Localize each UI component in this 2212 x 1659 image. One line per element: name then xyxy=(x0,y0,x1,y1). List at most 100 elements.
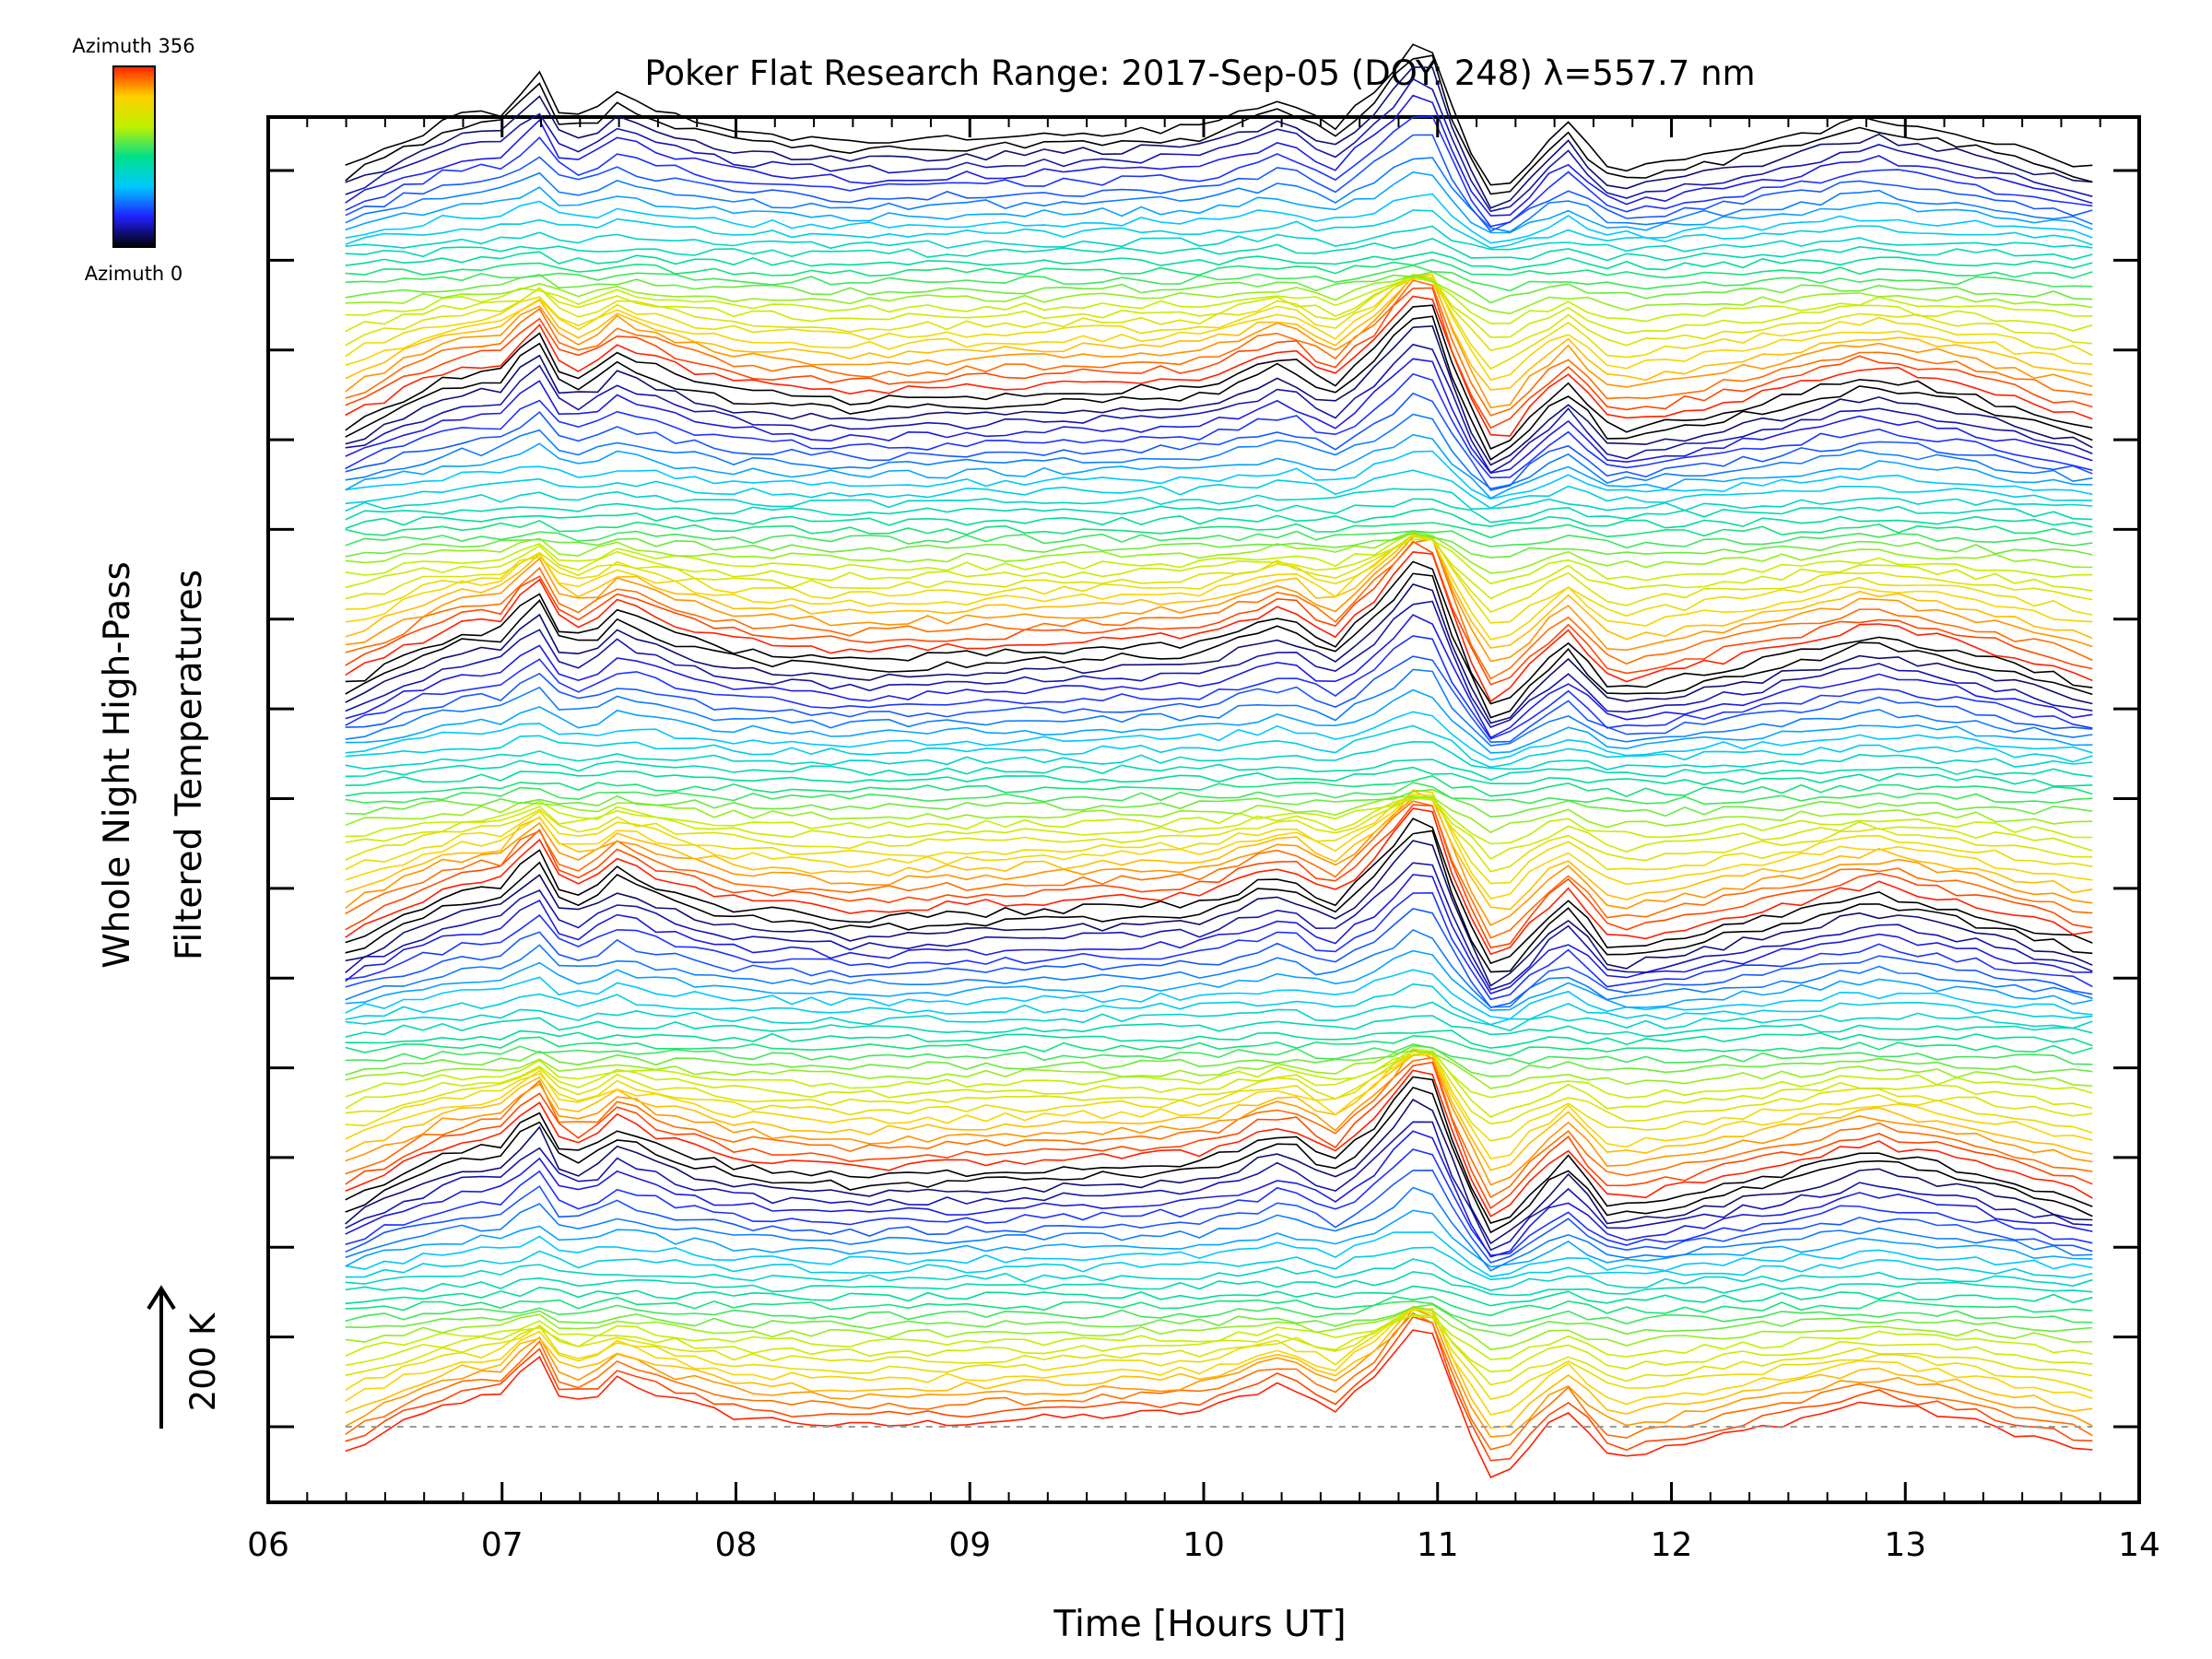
series-line xyxy=(345,1315,2093,1462)
series-line xyxy=(345,433,2093,500)
series-line xyxy=(345,789,2093,900)
series-line xyxy=(345,774,2093,797)
series-line xyxy=(345,1015,2093,1038)
series-line xyxy=(345,635,2093,740)
series-line xyxy=(345,1313,2093,1360)
series-line xyxy=(345,891,2093,1001)
series-line xyxy=(345,1035,2093,1057)
series-line xyxy=(345,572,2093,719)
series-line xyxy=(345,193,2093,244)
series-line xyxy=(345,797,2093,845)
series-line xyxy=(345,1047,2093,1186)
series-line xyxy=(345,1169,2093,1264)
series-line xyxy=(345,807,2093,956)
series-line xyxy=(345,908,2093,1008)
series-line xyxy=(345,315,2093,461)
series-line xyxy=(345,711,2093,761)
series-line xyxy=(345,1271,2093,1297)
series-line xyxy=(345,535,2093,663)
series-line xyxy=(345,535,2093,641)
series-line xyxy=(345,1130,2093,1258)
x-tick-label: 10 xyxy=(1182,1526,1225,1564)
series-line xyxy=(345,1076,2093,1224)
x-tick-label: 13 xyxy=(1884,1526,1926,1564)
series-line xyxy=(345,874,2093,994)
series-line xyxy=(345,392,2093,491)
series-line xyxy=(345,157,2093,233)
series-line xyxy=(345,655,2093,744)
scale-label: 200 K xyxy=(183,1312,223,1411)
series-line xyxy=(345,276,2093,324)
series-line xyxy=(345,274,2093,315)
series-line xyxy=(345,271,2093,304)
series-line xyxy=(345,530,2093,549)
x-tick-label: 12 xyxy=(1651,1526,1693,1564)
series-line xyxy=(345,1329,2093,1478)
x-tick-label: 08 xyxy=(715,1526,758,1564)
x-tick-label: 06 xyxy=(247,1526,289,1564)
series-line xyxy=(345,1305,2093,1430)
series-line xyxy=(345,830,2093,973)
series-line xyxy=(345,1099,2093,1245)
series-line xyxy=(345,1258,2093,1291)
series-line xyxy=(345,1209,2093,1268)
series-line xyxy=(345,324,2093,466)
series-line xyxy=(345,540,2093,686)
series-line xyxy=(345,535,2093,614)
series-line xyxy=(345,949,2093,1011)
x-tick-label: 07 xyxy=(481,1526,524,1564)
series-line xyxy=(345,789,2093,911)
y-ticks xyxy=(268,169,2139,1429)
series-line xyxy=(345,614,2093,739)
series-line xyxy=(345,279,2093,417)
series-line xyxy=(345,1053,2093,1171)
series-line xyxy=(345,788,2093,818)
series-line xyxy=(345,450,2093,500)
series-line xyxy=(345,275,2093,409)
series-line xyxy=(345,795,2093,834)
series-line xyxy=(345,1303,2093,1337)
series-line xyxy=(345,258,2093,279)
scale-arrow-head xyxy=(147,1285,176,1311)
series-line xyxy=(345,343,2093,474)
series-line xyxy=(345,532,2093,559)
series-line xyxy=(345,534,2093,649)
series-line xyxy=(345,1186,2093,1272)
series-line xyxy=(345,1306,2093,1386)
series-line xyxy=(345,1069,2093,1218)
colorbar-bottom-label: Azimuth 0 xyxy=(85,263,183,285)
series-line xyxy=(345,304,2093,450)
x-tick-label: 14 xyxy=(2118,1526,2160,1564)
series-line xyxy=(345,413,2093,490)
x-tick-label: 11 xyxy=(1417,1526,1459,1564)
series-line xyxy=(345,804,2093,949)
series-line xyxy=(345,766,2093,787)
series-line xyxy=(345,982,2093,1026)
series-line xyxy=(345,251,2093,271)
series-line xyxy=(345,797,2093,926)
series-line xyxy=(345,1030,2093,1049)
chart-title: Poker Flat Research Range: 2017-Sep-05 (… xyxy=(644,53,1755,93)
series-line xyxy=(345,508,2093,530)
series-line xyxy=(345,582,2093,724)
series-line xyxy=(345,724,2093,769)
series-line xyxy=(345,862,2093,991)
series-line xyxy=(345,560,2093,705)
series-line xyxy=(345,928,2093,1008)
series-line xyxy=(345,740,2093,771)
series-line xyxy=(345,273,2093,338)
colorbar xyxy=(112,65,156,248)
series-line xyxy=(345,1306,2093,1351)
series-line xyxy=(345,372,2093,479)
series-line xyxy=(345,274,2093,382)
series-line xyxy=(345,277,2093,371)
series-line xyxy=(345,265,2093,292)
series-line xyxy=(345,969,2093,1020)
series-line xyxy=(345,794,2093,885)
series-line xyxy=(345,1056,2093,1199)
series-line xyxy=(345,800,2093,939)
series-line xyxy=(345,530,2093,574)
series-line xyxy=(345,209,2093,249)
series-line xyxy=(345,795,2093,861)
